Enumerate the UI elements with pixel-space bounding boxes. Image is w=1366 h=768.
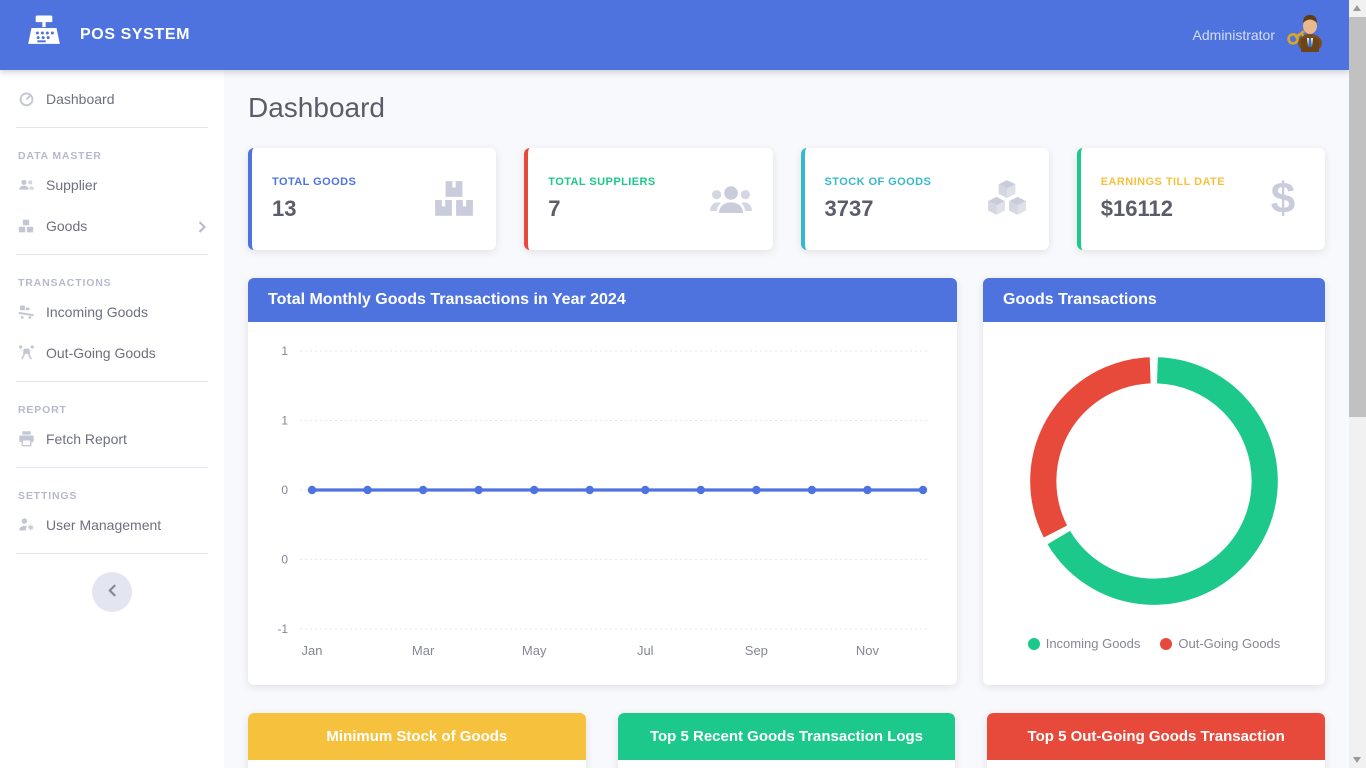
boxes-icon	[432, 177, 476, 221]
sidebar-divider	[16, 254, 208, 255]
svg-text:1: 1	[281, 414, 288, 428]
svg-text:Nov: Nov	[856, 643, 880, 658]
sidebar-divider	[16, 127, 208, 128]
stat-card-label: EARNINGS TILL DATE	[1100, 176, 1225, 188]
minimum-stock-card: Minimum Stock of Goods	[248, 713, 586, 768]
scrollbar-down-arrow-icon[interactable]	[1353, 757, 1361, 763]
stat-card-value: $16112	[1100, 196, 1173, 221]
sidebar-item-label: Goods	[46, 217, 88, 234]
svg-text:Mar: Mar	[412, 643, 435, 658]
stat-card-2: STOCK OF GOODS 3737	[800, 148, 1049, 250]
sidebar: Dashboard DATA MASTER Supplier	[0, 70, 224, 768]
bottom-card-header-0: Minimum Stock of Goods	[248, 713, 586, 760]
charts-row: Total Monthly Goods Transactions in Year…	[248, 278, 1325, 685]
svg-text:Jan: Jan	[302, 643, 323, 658]
user-menu[interactable]: Administrator	[1193, 13, 1325, 58]
chevron-right-icon	[198, 220, 206, 233]
doughnut-legend: Incoming Goods Out-Going Goods	[1027, 636, 1280, 651]
truck-loading-icon	[18, 303, 35, 320]
sidebar-item-label: User Management	[46, 516, 162, 533]
outgoing-transactions-card: Top 5 Out-Going Goods Transaction	[987, 713, 1325, 768]
sidebar-item-label: Incoming Goods	[46, 303, 148, 320]
users-icon	[18, 176, 35, 193]
sidebar-heading-settings: SETTINGS	[18, 490, 78, 502]
svg-text:0: 0	[281, 483, 288, 497]
legend-dot-icon	[1027, 637, 1040, 650]
window-scrollbar[interactable]	[1349, 0, 1366, 768]
bottom-cards-row: Minimum Stock of Goods Top 5 Recent Good…	[248, 713, 1325, 768]
doughnut-chart-card: Goods Transactions Incoming Goods Out-Goi…	[983, 278, 1325, 685]
line-chart-svg: 1 1 0 0 -1 Jan Mar May Jul Sep Nov	[277, 344, 928, 658]
line-chart-card-title: Total Monthly Goods Transactions in Year…	[248, 278, 957, 322]
stat-card-1: TOTAL SUPPLIERS 7	[524, 148, 773, 250]
sidebar-heading-report: REPORT	[18, 404, 67, 416]
sidebar-item-label: Out-Going Goods	[46, 344, 156, 361]
scrollbar-thumb[interactable]	[1349, 17, 1366, 417]
tachometer-icon	[18, 90, 35, 107]
topbar: POS SYSTEM Administrator	[0, 0, 1349, 70]
cubes-3d-icon	[985, 177, 1029, 221]
line-chart-area: 1 1 0 0 -1 Jan Mar May Jul Sep Nov	[248, 322, 957, 685]
sidebar-heading-data-master: DATA MASTER	[18, 150, 102, 162]
stat-card-label: TOTAL GOODS	[272, 176, 357, 188]
main-content: Dashboard TOTAL GOODS 13	[224, 70, 1349, 768]
legend-dot-icon	[1160, 637, 1173, 650]
brand-link[interactable]: POS SYSTEM	[24, 13, 190, 58]
sidebar-item-label: Supplier	[46, 176, 98, 193]
svg-text:0: 0	[281, 553, 288, 567]
page-title: Dashboard	[248, 92, 385, 123]
people-carry-icon	[18, 344, 35, 361]
dollar-icon: $	[1270, 174, 1296, 223]
stat-card-value: 13	[272, 196, 297, 221]
sidebar-toggle-button[interactable]	[92, 572, 132, 612]
sidebar-item-goods[interactable]: Goods	[0, 205, 224, 246]
svg-text:Sep: Sep	[745, 643, 768, 658]
user-cog-icon	[18, 516, 35, 533]
stat-card-3: EARNINGS TILL DATE $16112 $	[1076, 148, 1325, 250]
brand-title: POS SYSTEM	[80, 26, 191, 43]
sidebar-item-incoming-goods[interactable]: Incoming Goods	[0, 291, 224, 332]
legend-item[interactable]: Out-Going Goods	[1160, 636, 1280, 651]
legend-label: Out-Going Goods	[1178, 636, 1281, 651]
sidebar-item-outgoing-goods[interactable]: Out-Going Goods	[0, 332, 224, 373]
stat-card-label: TOTAL SUPPLIERS	[548, 176, 656, 188]
svg-text:May: May	[522, 643, 547, 658]
bottom-card-header-1: Top 5 Recent Goods Transaction Logs	[617, 713, 956, 760]
svg-text:Jul: Jul	[637, 643, 654, 658]
sidebar-item-label: Fetch Report	[46, 430, 127, 447]
sidebar-divider	[16, 553, 208, 554]
sidebar-item-label: Dashboard	[46, 90, 115, 107]
doughnut-chart-area: Incoming Goods Out-Going Goods	[983, 322, 1325, 685]
user-name-label: Administrator	[1192, 27, 1275, 43]
svg-text:1: 1	[281, 344, 288, 358]
legend-item[interactable]: Incoming Goods	[1027, 636, 1141, 651]
sidebar-heading-transactions: TRANSACTIONS	[18, 277, 112, 289]
stat-card-label: STOCK OF GOODS	[824, 176, 932, 188]
bottom-card-header-2: Top 5 Out-Going Goods Transaction	[987, 713, 1325, 760]
stat-cards-row: TOTAL GOODS 13 TOTAL SUPPLIERS 7	[248, 148, 1325, 250]
recent-transactions-card: Top 5 Recent Goods Transaction Logs	[617, 713, 956, 768]
line-chart-card: Total Monthly Goods Transactions in Year…	[248, 278, 957, 685]
doughnut-chart-card-title: Goods Transactions	[983, 278, 1325, 322]
sidebar-divider	[16, 467, 208, 468]
sidebar-item-user-management[interactable]: User Management	[0, 504, 224, 545]
stat-card-0: TOTAL GOODS 13	[248, 148, 497, 250]
svg-text:-1: -1	[277, 622, 288, 636]
legend-label: Incoming Goods	[1045, 636, 1141, 651]
sidebar-divider	[16, 381, 208, 382]
sidebar-item-supplier[interactable]: Supplier	[0, 164, 224, 205]
stat-card-value: 7	[548, 196, 561, 221]
cash-register-icon	[24, 13, 64, 58]
doughnut-chart-svg	[1030, 357, 1278, 605]
administrator-avatar	[1287, 13, 1325, 58]
sidebar-item-fetch-report[interactable]: Fetch Report	[0, 418, 224, 459]
users-icon	[709, 177, 753, 221]
stat-card-value: 3737	[824, 196, 874, 221]
scrollbar-up-arrow-icon[interactable]	[1353, 5, 1361, 11]
sidebar-item-dashboard[interactable]: Dashboard	[0, 78, 224, 119]
chevron-left-icon	[107, 584, 117, 600]
printer-icon	[18, 430, 35, 447]
cubes-icon	[18, 217, 35, 234]
